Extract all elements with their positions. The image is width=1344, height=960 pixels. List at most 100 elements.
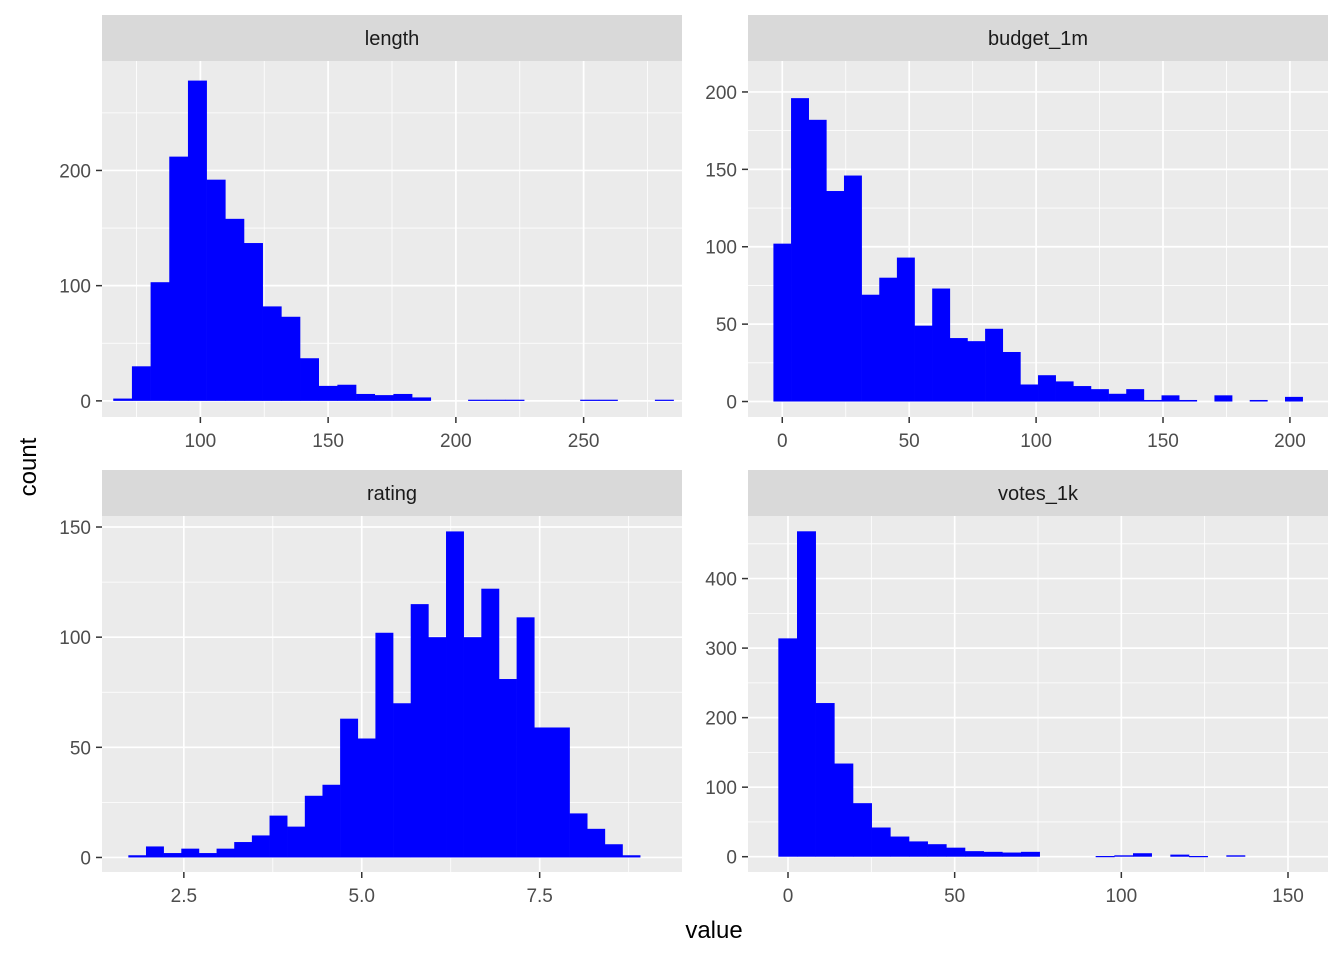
histogram-bar	[412, 397, 432, 401]
histogram-bar	[516, 617, 535, 858]
histogram-bar	[340, 718, 359, 858]
y-tick-label: 0	[80, 848, 91, 869]
x-tick-label: 0	[783, 886, 794, 907]
facet-strip	[102, 15, 682, 61]
histogram-bar	[1002, 351, 1021, 402]
facet-strip-label: rating	[367, 483, 417, 505]
histogram-bar	[1020, 384, 1039, 402]
histogram-bar	[304, 795, 323, 858]
histogram-bar	[262, 306, 282, 401]
y-tick-label: 100	[59, 277, 91, 298]
x-tick-label: 0	[777, 431, 788, 452]
histogram-bar	[1055, 381, 1074, 402]
histogram-bar	[234, 842, 253, 858]
histogram-bar	[198, 853, 217, 858]
x-tick-label: 150	[1147, 431, 1179, 452]
histogram-bar	[622, 855, 641, 858]
histogram-bar	[269, 815, 288, 858]
histogram-bar	[861, 294, 880, 402]
x-tick-label: 200	[440, 431, 472, 452]
facet-strip	[748, 15, 1328, 61]
histogram-bar	[896, 257, 915, 402]
x-tick-label: 100	[185, 431, 217, 452]
histogram-bar	[113, 398, 133, 401]
histogram-bar	[946, 847, 966, 857]
histogram-bar	[1038, 375, 1056, 402]
histogram-bar	[1021, 851, 1040, 857]
histogram-bar	[965, 851, 984, 857]
histogram-bar	[587, 828, 606, 858]
facet-votes-1k: votes_1k 0 50 100 150 0 100 200 300 400	[705, 470, 1328, 907]
facet-length: length 100 150 200 250 0 100 200	[59, 15, 682, 452]
histogram-bar	[481, 588, 500, 858]
histogram-bar	[216, 848, 235, 858]
histogram-bar	[1170, 854, 1190, 857]
x-axis-title: value	[685, 917, 742, 944]
x-tick-label: 200	[1274, 431, 1306, 452]
histogram-bar	[1179, 399, 1198, 402]
y-tick-label: 150	[705, 160, 737, 181]
histogram-bar	[393, 703, 412, 858]
facet-rating: rating 2.5 5.0 7.5 0 50 100 150	[59, 470, 682, 907]
histogram-bar	[498, 679, 517, 858]
histogram-bar	[128, 855, 147, 858]
histogram-bar	[773, 243, 792, 402]
histogram-bar	[871, 827, 891, 857]
y-tick-label: 300	[705, 639, 737, 660]
histogram-bar	[251, 835, 270, 858]
histogram-bar	[393, 393, 413, 401]
y-tick-label: 50	[70, 738, 91, 759]
histogram-bar	[356, 393, 376, 401]
histogram-bar	[843, 175, 862, 402]
histogram-bar	[225, 218, 245, 401]
x-tick-label: 150	[1272, 886, 1304, 907]
histogram-bar	[983, 851, 1003, 857]
histogram-bar	[375, 632, 394, 858]
histogram-bar	[1285, 396, 1303, 402]
x-tick-label: 150	[312, 431, 344, 452]
x-tick-label: 250	[568, 431, 600, 452]
histogram-bar	[932, 288, 951, 402]
histogram-bar	[428, 637, 447, 858]
histogram-bar	[1133, 853, 1152, 857]
histogram-bar	[374, 395, 394, 401]
histogram-bar	[181, 848, 200, 858]
y-tick-label: 150	[59, 518, 91, 539]
x-tick-label: 50	[899, 431, 920, 452]
facet-strip-label: votes_1k	[998, 483, 1079, 505]
histogram-bar	[145, 846, 164, 858]
y-tick-label: 0	[726, 848, 737, 869]
histogram-bar	[834, 763, 854, 857]
y-tick-label: 400	[705, 570, 737, 591]
y-tick-label: 100	[705, 238, 737, 259]
y-tick-label: 50	[716, 315, 737, 336]
histogram-bar	[169, 156, 189, 401]
histogram-bar	[463, 637, 482, 858]
histogram-bar	[1249, 399, 1268, 402]
y-tick-label: 200	[705, 83, 737, 104]
facet-strip	[748, 470, 1328, 516]
histogram-bar	[318, 385, 338, 401]
histogram-bar	[300, 358, 319, 401]
histogram-bar	[468, 399, 488, 401]
y-axis-title: count	[15, 437, 42, 496]
histogram-bar	[815, 703, 835, 857]
histogram-bar	[927, 844, 947, 857]
x-tick-label: 5.0	[349, 886, 375, 907]
histogram-bar	[949, 338, 968, 402]
histogram-bar	[287, 826, 306, 858]
y-tick-label: 100	[59, 628, 91, 649]
x-tick-label: 50	[944, 886, 965, 907]
y-tick-label: 0	[726, 393, 737, 414]
histogram-bar	[322, 784, 341, 858]
y-tick-label: 0	[80, 392, 91, 413]
histogram-bar	[1189, 856, 1208, 858]
histogram-bar	[281, 316, 301, 401]
histogram-bar	[150, 282, 170, 401]
histogram-bar	[778, 638, 798, 857]
histogram-bar	[1126, 389, 1145, 402]
histogram-bar	[337, 384, 357, 401]
facet-strip	[102, 470, 682, 516]
histogram-bar	[1002, 852, 1022, 857]
histogram-bar	[967, 341, 986, 402]
